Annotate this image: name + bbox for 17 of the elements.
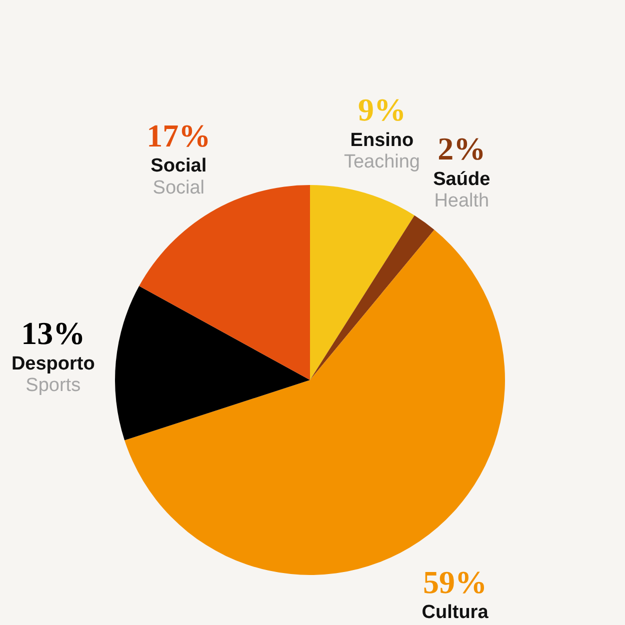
pie-slice	[115, 286, 310, 440]
text: Sports	[26, 375, 81, 396]
slice-label: Social	[150, 156, 207, 177]
text: Health	[434, 190, 490, 212]
slice-label: Ensino	[350, 130, 414, 151]
slice-label: Saúde	[433, 168, 490, 190]
data-label: 17%	[146, 117, 211, 154]
data-label: 2%	[438, 130, 486, 167]
slice-label: Cultura	[422, 602, 489, 623]
data-label: 13%	[21, 315, 86, 352]
slice-label: Desporto	[11, 353, 95, 374]
slice-label: Social	[152, 177, 205, 198]
pie-slice	[310, 185, 414, 380]
pie-slice	[310, 215, 434, 380]
text: Teaching	[344, 152, 420, 173]
data-label: 59%	[423, 564, 488, 600]
data-label: 9%	[358, 92, 406, 128]
